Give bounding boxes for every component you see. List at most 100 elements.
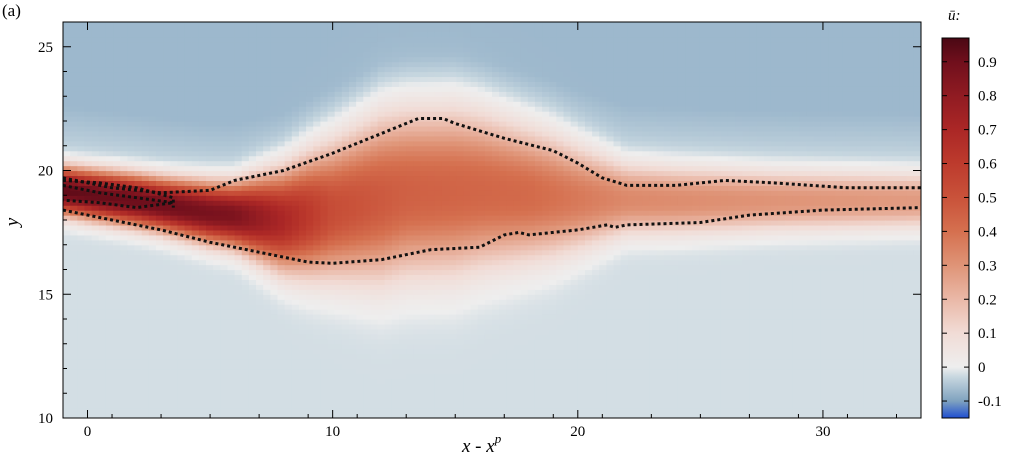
heatmap-cell [399, 289, 407, 295]
heatmap-cell [70, 140, 78, 147]
heatmap-cell [270, 116, 279, 122]
heatmap-cell [356, 319, 364, 325]
heatmap-cell [134, 348, 143, 355]
heatmap-cell [170, 289, 178, 295]
heatmap-cell [341, 71, 350, 78]
heatmap-cell [105, 76, 114, 82]
heatmap-cell [227, 96, 236, 102]
heatmap-cell [413, 150, 422, 157]
heatmap-cell [284, 145, 293, 152]
heatmap-cell [213, 408, 221, 414]
heatmap-cell [163, 289, 171, 295]
heatmap-cell [84, 51, 93, 58]
heatmap-cell [291, 26, 300, 33]
heatmap-cell [306, 205, 314, 211]
heatmap-cell [477, 309, 486, 315]
heatmap-cell [341, 81, 350, 87]
heatmap-cell [177, 81, 186, 87]
heatmap-cell [206, 150, 214, 157]
heatmap-cell [277, 31, 286, 38]
heatmap-cell [341, 319, 350, 325]
heatmap-cell [470, 215, 479, 221]
heatmap-cell [177, 71, 186, 78]
heatmap-cell [306, 299, 314, 305]
heatmap-cell [377, 403, 386, 409]
heatmap-cell [484, 31, 493, 38]
heatmap-cell [113, 378, 121, 384]
heatmap-cell [363, 210, 372, 216]
heatmap-cell [91, 388, 100, 394]
heatmap-cell [391, 180, 400, 186]
heatmap-cell [70, 125, 78, 132]
heatmap-cell [98, 71, 107, 78]
heatmap-cell [327, 254, 336, 261]
heatmap-cell [77, 358, 86, 365]
heatmap-cell [492, 338, 500, 345]
heatmap-cell [105, 205, 114, 211]
heatmap-cell [263, 190, 271, 196]
heatmap-cell [399, 398, 407, 404]
heatmap-cell [391, 215, 400, 221]
heatmap-cell [399, 229, 407, 236]
heatmap-cell [370, 279, 379, 285]
heatmap-cell [256, 343, 264, 350]
heatmap-cell [198, 289, 207, 295]
heatmap-cell [91, 175, 100, 181]
heatmap-cell [449, 150, 457, 157]
heatmap-cell [484, 195, 493, 201]
heatmap-cell [406, 294, 414, 300]
heatmap-cell [449, 239, 457, 246]
heatmap-cell [155, 116, 164, 122]
heatmap-cell [234, 56, 243, 63]
heatmap-cell [470, 358, 479, 365]
heatmap-cell [377, 56, 386, 63]
heatmap-cell [298, 229, 307, 236]
heatmap-cell [184, 363, 193, 370]
heatmap-cell [113, 140, 121, 147]
heatmap-cell [306, 294, 314, 300]
heatmap-cell [320, 393, 329, 399]
heatmap-cell [341, 96, 350, 102]
heatmap-cell [399, 274, 407, 280]
heatmap-cell [127, 264, 136, 271]
heatmap-cell [363, 56, 372, 63]
heatmap-cell [184, 96, 193, 102]
heatmap-cell [277, 91, 286, 97]
heatmap-cell [406, 71, 414, 78]
heatmap-cell [284, 66, 293, 73]
heatmap-cell [98, 150, 107, 157]
heatmap-cell [84, 279, 93, 285]
heatmap-cell [484, 398, 493, 404]
heatmap-cell [427, 358, 436, 365]
heatmap-cell [91, 155, 100, 162]
heatmap-cell [84, 210, 93, 216]
heatmap-cell [277, 343, 286, 350]
heatmap-cell [177, 353, 186, 360]
heatmap-cell [120, 51, 128, 58]
heatmap-cell [492, 234, 500, 241]
heatmap-cell [120, 160, 128, 167]
heatmap-cell [427, 338, 436, 345]
heatmap-cell [291, 170, 300, 177]
heatmap-cell [499, 398, 507, 404]
heatmap-cell [356, 378, 364, 384]
heatmap-cell [91, 160, 100, 167]
heatmap-cell [77, 368, 86, 375]
heatmap-cell [384, 111, 393, 117]
heatmap-cell [213, 343, 221, 350]
heatmap-cell [63, 284, 71, 290]
heatmap-cell [120, 239, 128, 246]
heatmap-cell [441, 249, 450, 256]
heatmap-cell [63, 165, 71, 172]
heatmap-cell [91, 408, 100, 414]
heatmap-cell [213, 155, 221, 162]
heatmap-cell [441, 36, 450, 43]
heatmap-cell [220, 264, 229, 271]
heatmap-cell [91, 378, 100, 384]
heatmap-cell [291, 304, 300, 310]
heatmap-cell [220, 259, 229, 266]
heatmap-cell [206, 190, 214, 196]
heatmap-cell [420, 76, 429, 82]
heatmap-cell [434, 56, 443, 63]
heatmap-cell [492, 106, 500, 112]
